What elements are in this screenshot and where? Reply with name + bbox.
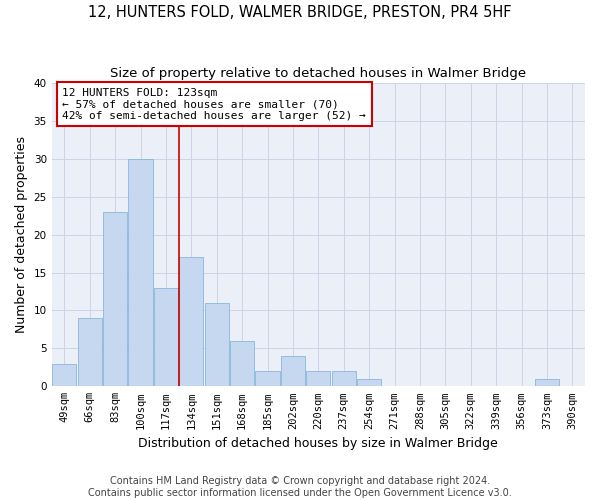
Bar xyxy=(128,159,152,386)
Y-axis label: Number of detached properties: Number of detached properties xyxy=(15,136,28,333)
Bar xyxy=(205,303,229,386)
Title: Size of property relative to detached houses in Walmer Bridge: Size of property relative to detached ho… xyxy=(110,68,526,80)
X-axis label: Distribution of detached houses by size in Walmer Bridge: Distribution of detached houses by size … xyxy=(139,437,498,450)
Bar xyxy=(256,371,280,386)
Bar xyxy=(281,356,305,386)
Bar xyxy=(52,364,76,386)
Bar xyxy=(357,378,381,386)
Bar xyxy=(103,212,127,386)
Text: Contains HM Land Registry data © Crown copyright and database right 2024.
Contai: Contains HM Land Registry data © Crown c… xyxy=(88,476,512,498)
Bar xyxy=(332,371,356,386)
Bar xyxy=(154,288,178,386)
Bar xyxy=(306,371,331,386)
Bar xyxy=(230,341,254,386)
Text: 12, HUNTERS FOLD, WALMER BRIDGE, PRESTON, PR4 5HF: 12, HUNTERS FOLD, WALMER BRIDGE, PRESTON… xyxy=(88,5,512,20)
Text: 12 HUNTERS FOLD: 123sqm
← 57% of detached houses are smaller (70)
42% of semi-de: 12 HUNTERS FOLD: 123sqm ← 57% of detache… xyxy=(62,88,366,121)
Bar xyxy=(535,378,559,386)
Bar xyxy=(179,258,203,386)
Bar xyxy=(77,318,102,386)
